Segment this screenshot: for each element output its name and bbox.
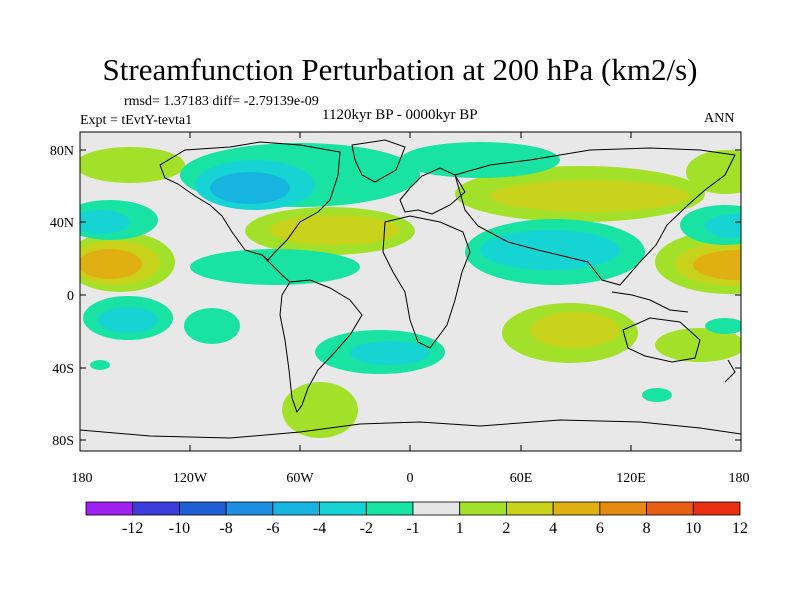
colorbar-label: -4: [313, 520, 326, 537]
colorbar-swatch: [85, 501, 134, 516]
map-title: Streamfunction Perturbation at 200 hPa (…: [102, 52, 698, 87]
colorbar: -12 -10 -8 -6 -4 -2 -1 1 2 4 6 8 10 12: [85, 501, 748, 537]
lat-tick-label: 40N: [50, 216, 74, 231]
colorbar-label: -6: [266, 520, 279, 537]
colorbar-label: 4: [549, 520, 557, 537]
positive-anomalies: [80, 147, 741, 438]
colorbar-label: 12: [732, 520, 748, 537]
coastlines: [80, 139, 741, 439]
negative-anomalies: [80, 142, 741, 402]
colorbar-swatch: [225, 501, 274, 516]
colorbar-label: -8: [219, 520, 232, 537]
colorbar-swatch: [412, 501, 461, 516]
stats-label: rmsd= 1.37183 diff= -2.79139e-09: [124, 94, 319, 109]
colorbar-label: 6: [596, 520, 604, 537]
colorbar-swatch: [272, 501, 320, 516]
lat-tick-label: 80N: [50, 144, 74, 159]
colorbar-label: -10: [169, 520, 190, 537]
colorbar-label: -1: [406, 520, 419, 537]
lon-tick-label: 120E: [616, 471, 646, 486]
colorbar-label: -2: [360, 520, 373, 537]
colorbar-label: 2: [502, 520, 510, 537]
lon-tick-label: 60E: [510, 471, 533, 486]
lat-tick-label: 80S: [52, 434, 74, 449]
latitude-axis: 80N 40N 0 40S 80S: [50, 144, 741, 449]
colorbar-swatch: [459, 501, 507, 516]
colorbar-label: 10: [685, 520, 701, 537]
lon-tick-label: 60W: [286, 471, 314, 486]
colorbar-swatch: [646, 501, 694, 516]
colorbar-label: -12: [122, 520, 143, 537]
colorbar-swatch: [132, 501, 180, 516]
colorbar-swatch: [692, 501, 741, 516]
lat-tick-label: 40S: [52, 362, 74, 377]
season-label: ANN: [704, 111, 735, 126]
colorbar-label: 8: [643, 520, 651, 537]
colorbar-swatch: [506, 501, 554, 516]
experiment-label: Expt = tEvtY-tevta1: [80, 113, 193, 128]
contour-fields: [80, 139, 741, 439]
colorbar-swatch: [319, 501, 367, 516]
longitude-axis: 180 120W 60W 0 60E 120E 180: [72, 132, 750, 486]
colorbar-label: 1: [456, 520, 464, 537]
colorbar-swatch: [179, 501, 227, 516]
lon-tick-label: 120W: [173, 471, 208, 486]
colorbar-swatch: [552, 501, 601, 516]
colorbar-swatch: [599, 501, 647, 516]
lat-tick-label: 0: [67, 289, 74, 304]
lon-tick-label: 180: [72, 471, 93, 486]
colorbar-swatch: [365, 501, 414, 516]
period-label: 1120kyr BP - 0000kyr BP: [322, 107, 478, 123]
lon-tick-label: 0: [407, 471, 414, 486]
lon-tick-label: 180: [729, 471, 750, 486]
